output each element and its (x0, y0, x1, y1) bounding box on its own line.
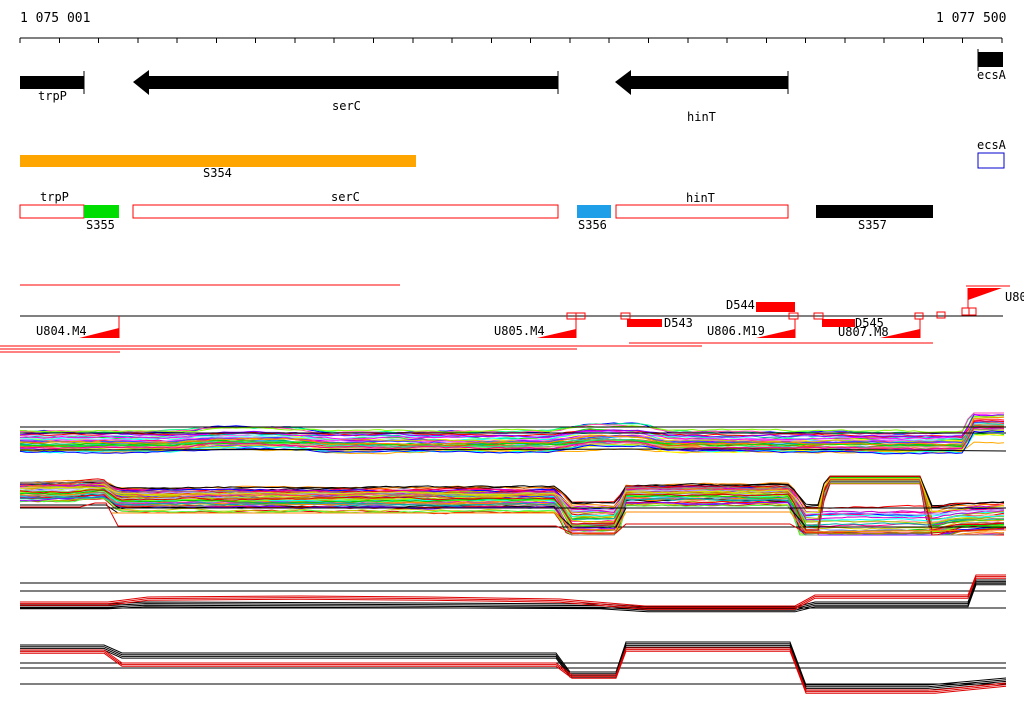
gene-ecsA-label: ecsA (977, 68, 1006, 82)
feature-U807-label: U807.M8 (838, 325, 889, 339)
segment-serC-box[interactable] (132, 204, 559, 219)
feature-U805-label: U805.M4 (494, 324, 545, 338)
expression-line (19, 427, 1005, 450)
gene-trpP-label: trpP (38, 89, 67, 103)
expression-line (19, 420, 1005, 438)
gene-hinT-arrow[interactable] (615, 70, 788, 95)
ecsA-open-box-label: ecsA (977, 138, 1006, 152)
expression-line (112, 511, 1007, 533)
feature-D544-box[interactable] (756, 302, 795, 312)
segment-S357-box[interactable] (816, 205, 933, 218)
expression-line (19, 481, 1004, 536)
segment-serC-label: serC (331, 190, 360, 204)
feature-right-small-open[interactable] (936, 311, 946, 319)
expression-line (19, 433, 1005, 448)
ruler-end-label: 1 077 500 (936, 11, 1007, 26)
feature-U805-box-b[interactable] (575, 312, 586, 320)
expression-line (20, 643, 1007, 688)
feature-D545-open[interactable] (813, 312, 824, 320)
segment-hinT-label: hinT (686, 191, 715, 205)
segment-S355-box[interactable] (84, 205, 119, 218)
feature-U80-box-a[interactable] (961, 307, 970, 316)
expression-line (20, 644, 1007, 689)
expression-line (20, 577, 1006, 610)
feature-U80-label: U80 (1005, 290, 1024, 304)
segment-S356-box[interactable] (577, 205, 611, 218)
expression-line (20, 576, 1006, 609)
expression-line (20, 641, 1007, 686)
gene-hinT-label: hinT (687, 110, 716, 124)
expression-line (20, 582, 1006, 611)
expression-line (20, 584, 1006, 613)
expression-line (19, 479, 1005, 531)
segment-hinT-box[interactable] (615, 204, 789, 219)
expression-line (19, 421, 1004, 445)
feature-D544-open[interactable] (788, 312, 799, 320)
expression-line (20, 574, 1006, 607)
gene-serC-arrow[interactable] (133, 70, 558, 95)
feature-U807-open[interactable] (914, 312, 924, 320)
gene-serC-label: serC (332, 99, 361, 113)
ecsA-open-box[interactable] (977, 152, 1005, 169)
gene-trpP-box[interactable] (20, 76, 84, 89)
ruler-start-label: 1 075 001 (20, 11, 91, 26)
feature-U805-ramp[interactable] (537, 329, 576, 338)
expression-line (19, 496, 1005, 527)
gene-ecsA-box[interactable] (978, 52, 1003, 67)
expression-line (20, 647, 1007, 691)
expression-line (19, 448, 1007, 452)
feature-D543-box[interactable] (627, 319, 662, 327)
feature-U80-box-b[interactable] (968, 307, 977, 316)
feature-D544-label: D544 (726, 298, 755, 312)
expression-line (19, 416, 1005, 446)
expression-line (19, 414, 1005, 438)
feature-D543-open[interactable] (620, 312, 631, 320)
feature-D545-box[interactable] (822, 319, 855, 327)
expression-line (20, 502, 1007, 534)
feature-U804-ramp[interactable] (79, 328, 119, 338)
feature-U806-ramp[interactable] (756, 329, 795, 338)
segment-trpP-label: trpP (40, 190, 69, 204)
feature-U804-label: U804.M4 (36, 324, 87, 338)
expression-line (19, 423, 1004, 444)
segment-S355-label: S355 (86, 218, 115, 232)
feature-U80-tri[interactable] (968, 288, 1002, 300)
feature-D545-label: D545 (855, 316, 884, 330)
feature-D543-label: D543 (664, 316, 693, 330)
segment-S354-bar[interactable] (20, 155, 416, 167)
segment-S356-label: S356 (578, 218, 607, 232)
feature-U807-ramp[interactable] (880, 329, 920, 338)
segment-S357-label: S357 (858, 218, 887, 232)
segment-trpP-box[interactable] (19, 204, 85, 219)
expression-line (19, 415, 1005, 434)
expression-line (19, 430, 1004, 455)
expression-line (19, 483, 1004, 513)
expression-line (20, 579, 1006, 608)
feature-U806-label: U806.M19 (707, 324, 765, 338)
expression-line (20, 649, 1007, 693)
expression-line (20, 650, 1007, 694)
expression-line (20, 504, 1006, 528)
segment-S354-label: S354 (203, 166, 232, 180)
expression-line (20, 581, 1006, 610)
expression-line (20, 478, 1005, 514)
